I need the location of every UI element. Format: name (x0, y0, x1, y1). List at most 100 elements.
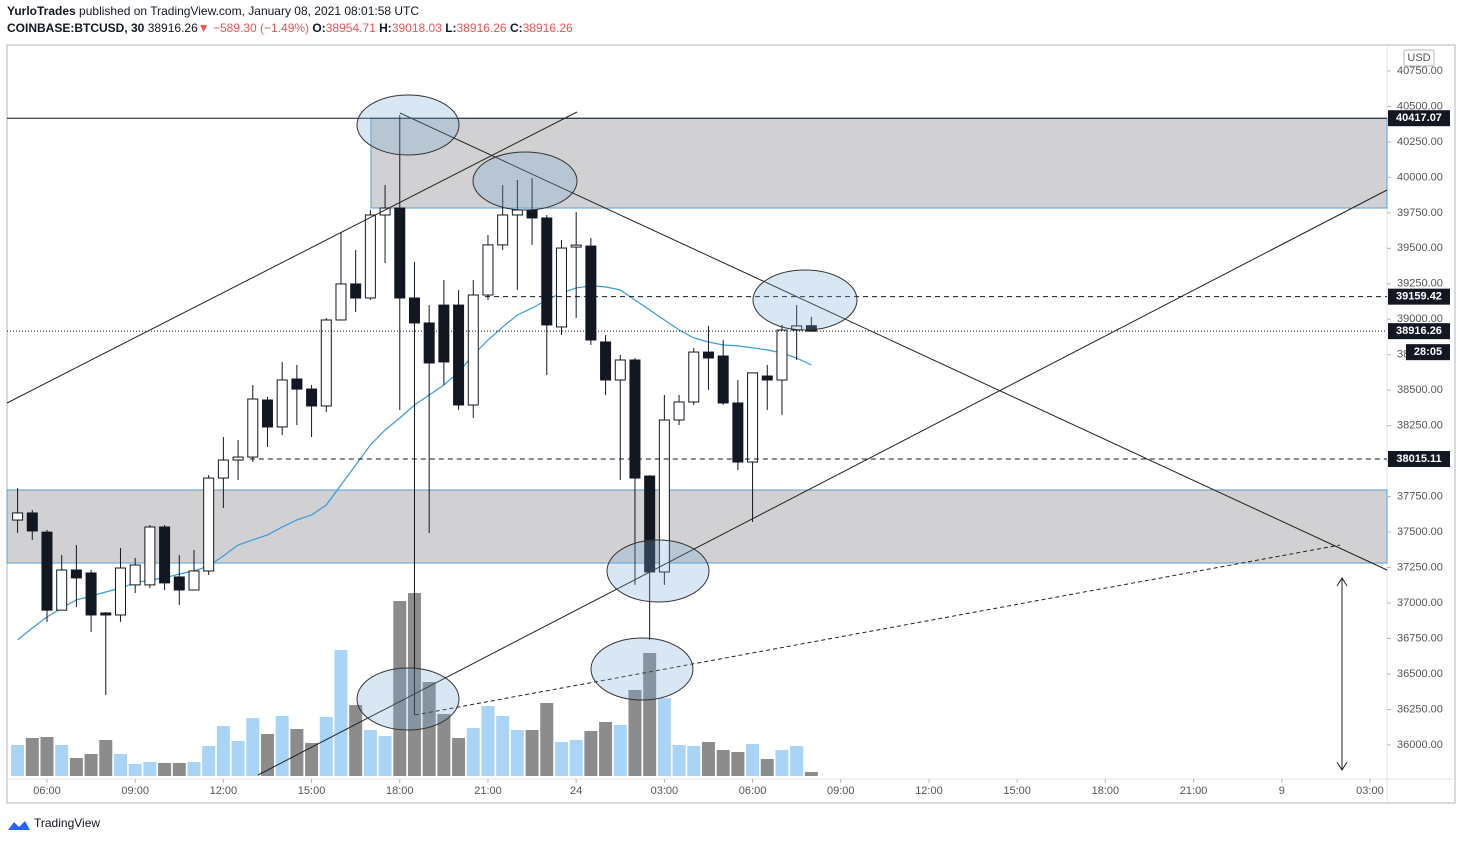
volume-bar (334, 650, 348, 776)
volume-bar (216, 726, 230, 776)
volume-bar (760, 759, 774, 776)
candle-body (658, 419, 670, 573)
candle-body (438, 304, 450, 363)
trend-line (257, 189, 1388, 776)
volume-bar (143, 762, 157, 776)
ohlc-label: C: (510, 21, 523, 35)
candle-body (12, 512, 24, 521)
volume-bar (378, 736, 392, 776)
ohlc-label: L: (445, 21, 456, 35)
frame (6, 44, 1456, 804)
ohlc-value: 38916.26 (457, 21, 507, 35)
volume-bar (554, 742, 568, 776)
volume-bar (187, 762, 201, 776)
candle-body (364, 214, 376, 299)
trend-line (399, 112, 1388, 571)
volume-bar (701, 742, 715, 776)
y-tick-label: 37000.00 (1397, 597, 1443, 609)
footer-logo: TradingView (8, 816, 100, 830)
price-badge (1388, 451, 1450, 468)
volume-bar (319, 717, 333, 776)
header-line-2: COINBASE:BTCUSD, 30 38916.26▼ −589.30 (−… (7, 21, 573, 35)
highlight-ellipse (590, 637, 694, 701)
candle-body (144, 526, 156, 586)
candle-body (776, 329, 788, 381)
volume-bar (202, 746, 216, 776)
candle-body (732, 402, 744, 463)
y-tick-label: 37250.00 (1397, 561, 1443, 573)
candle-body (320, 319, 332, 407)
candle-body (482, 244, 494, 296)
candle-body (511, 209, 523, 216)
y-tick-label: 40500.00 (1397, 100, 1443, 112)
candle-body (585, 245, 597, 341)
volume-bar (172, 763, 186, 776)
candle-body (247, 398, 259, 458)
volume-bar (569, 740, 583, 776)
candle-body (717, 355, 729, 404)
candle-body (747, 372, 759, 463)
highlight-ellipse (356, 94, 460, 156)
candle-body (497, 214, 509, 246)
candle-body (453, 304, 465, 406)
countdown: 28:05 (1414, 346, 1442, 358)
ohlc-value: 39018.03 (392, 21, 442, 35)
volume-bar (84, 754, 98, 776)
volume-bar (525, 730, 539, 776)
candle-body (379, 207, 391, 216)
volume-bar (613, 725, 627, 776)
x-tick-label: 18:00 (1092, 785, 1120, 797)
candle-body (232, 456, 244, 461)
price-badge (1388, 323, 1450, 340)
published: published on TradingView.com, January 08… (79, 4, 419, 18)
volume-bar (158, 763, 172, 776)
volume-bar (260, 734, 274, 776)
candle-body (350, 283, 362, 299)
price-axis: 36000.00 36250.00 36500.00 36750.00 37000.00… (33, 65, 1450, 797)
change: ▼ −589.30 (−1.49%) (198, 21, 309, 35)
volume-bar (599, 722, 613, 776)
volume-bar (584, 731, 598, 776)
ohlc-value: 38954.71 (326, 21, 376, 35)
y-tick-label: 38500.00 (1397, 384, 1443, 396)
price-badge-label: 38015.11 (1396, 453, 1441, 465)
candle-body (261, 399, 273, 428)
candle-body (408, 297, 420, 324)
y-tick-label: 36750.00 (1397, 632, 1443, 644)
candle-body (423, 322, 435, 364)
candle-body (335, 283, 347, 321)
countdown-badge (1406, 344, 1450, 361)
y-tick-label: 40000.00 (1397, 171, 1443, 183)
volume-bar (628, 690, 642, 776)
x-tick-label: 06:00 (739, 785, 767, 797)
volume-bar (113, 754, 127, 776)
volume-bar (804, 772, 818, 776)
volume-bar (11, 745, 25, 776)
volume-bar (672, 745, 686, 776)
volume-bar (128, 764, 142, 776)
candle-body (629, 359, 641, 479)
candle-body (600, 341, 612, 381)
volume-bar (305, 743, 319, 776)
volume-bar (55, 745, 69, 776)
y-tick-label: 39000.00 (1397, 313, 1443, 325)
price-badge-label: 40417.07 (1396, 112, 1442, 124)
x-tick-label: 12:00 (210, 785, 238, 797)
candle-body (85, 572, 97, 616)
zone (370, 117, 1388, 209)
volume-bar (275, 716, 289, 776)
trend-line (414, 544, 1341, 716)
volume-bar (40, 737, 54, 776)
candle-body (100, 612, 112, 616)
volume-bar (437, 714, 451, 776)
x-tick-label: 18:00 (386, 785, 414, 797)
volume-bar (775, 750, 789, 776)
currency: USD (1407, 52, 1430, 64)
y-tick-label: 39500.00 (1397, 242, 1443, 254)
y-tick-label: 36500.00 (1397, 668, 1443, 680)
candle-body (526, 209, 538, 219)
x-tick-label: 9 (1279, 785, 1285, 797)
price-badge-label: 38916.26 (1396, 325, 1442, 337)
volume-bar (687, 746, 701, 776)
candle-body (41, 531, 53, 611)
